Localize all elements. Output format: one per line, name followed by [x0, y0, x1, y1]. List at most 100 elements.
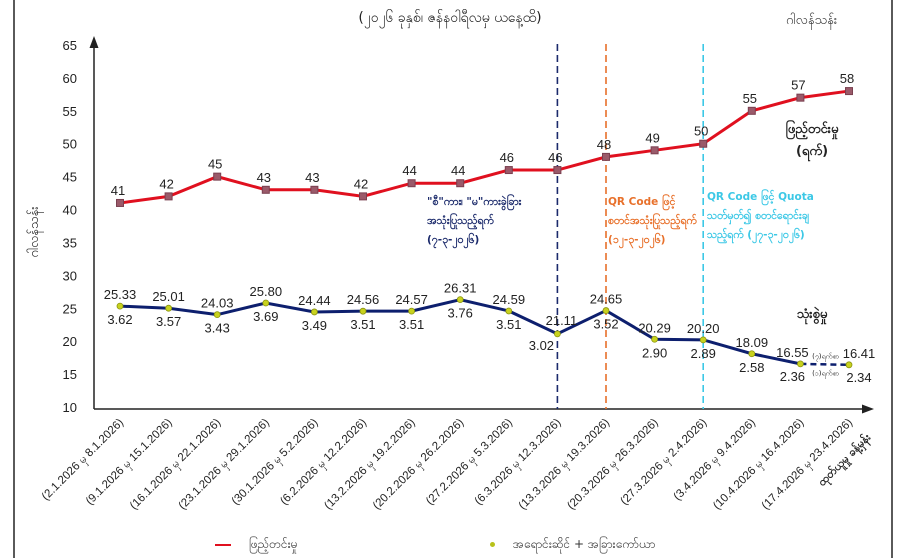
chart-frame [13, 0, 893, 558]
data-label-consumption: 24.03 [201, 296, 234, 311]
data-point-fill [213, 172, 222, 181]
data-label-fill: 44 [402, 163, 416, 178]
data-label-consumption: 16.55 [776, 345, 809, 360]
data-point-fill [650, 146, 659, 155]
data-label-consumption: 24.65 [590, 292, 623, 307]
data-point-fill [310, 185, 319, 194]
y-tick-label: 15 [63, 367, 77, 382]
data-label-consumption: 25.80 [250, 284, 283, 299]
data-label-consumption-secondary: 2.89 [691, 346, 716, 361]
data-label-fill: 58 [840, 71, 854, 86]
data-label-consumption-secondary: 2.36 [780, 369, 805, 384]
annotation-text: သည့်ရက် (၂၇-၃-၂၀၂၆) [706, 228, 805, 244]
data-label-consumption: 18.09 [736, 335, 769, 350]
data-label-consumption: 24.59 [493, 292, 526, 307]
data-label-fill: 50 [694, 124, 708, 139]
data-point-fill [164, 192, 173, 201]
data-point-consumption [505, 307, 513, 315]
series-label-fill-sub: (ရက်) [796, 142, 828, 162]
data-label-fill: 55 [743, 91, 757, 106]
legend-item-fill: ဖြည့်တင်းမှု [215, 536, 298, 554]
x-category-label: (30.1.2026 မှ 5.2.2026) [230, 417, 322, 509]
annotation-text: QR Code ဖြင့် [608, 194, 676, 211]
data-label-consumption: 26.31 [444, 281, 477, 296]
data-point-consumption [651, 335, 658, 343]
data-point-fill [261, 185, 270, 194]
unit-label: ဂါလန်သန်း [786, 13, 838, 28]
annotation-text: (၇-၃-၂၀၂၆) [427, 233, 479, 249]
data-label-consumption: 20.20 [687, 321, 720, 336]
data-label-fill: 44 [451, 163, 465, 178]
data-label-fill: 43 [257, 170, 271, 185]
data-label-consumption-secondary: 3.51 [399, 317, 424, 332]
x-category-label: (9.1.2026 မှ 15.1.2026) [84, 417, 176, 509]
series-label-consumption: သုံးစွဲမှု [797, 307, 828, 325]
annotation-text: သတ်မှတ်၍ စတင်ရောင်းချ [706, 209, 810, 225]
annotation-text: (၁၂-၃-၂၀၂၆) [608, 233, 665, 249]
data-label-consumption-secondary: 3.52 [593, 317, 618, 332]
x-category-label: (27.2.2026 မှ 5.3.2026) [424, 417, 516, 509]
data-label-consumption-secondary: 3.76 [448, 306, 473, 321]
x-category-label: (3.4.2026 မှ 9.4.2026) [672, 417, 760, 505]
data-label-fill: 41 [111, 183, 125, 198]
note-seven-day: (၇)ရက်စာ [812, 352, 839, 361]
data-point-fill [116, 198, 124, 207]
data-label-consumption-secondary: 2.58 [739, 360, 764, 375]
x-category-label: (23.1.2026 မှ 29.1.2026) [176, 417, 273, 514]
data-point-consumption [602, 307, 610, 314]
annotation-text: "စီ"ကား၊ "မ"ကားခွဲခြား [427, 194, 522, 211]
data-label-consumption-secondary: 2.90 [642, 345, 667, 360]
data-label-consumption-secondary: 3.43 [205, 321, 230, 336]
y-tick-label: 45 [63, 170, 77, 185]
data-label-fill: 42 [159, 176, 173, 191]
data-point-consumption [748, 350, 756, 358]
legend-marker-square-icon [215, 543, 231, 546]
series-line-fill [119, 89, 850, 205]
data-label-consumption-secondary: 3.49 [302, 318, 327, 333]
data-label-consumption-secondary: 3.62 [107, 312, 132, 327]
data-label-consumption: 21.11 [546, 313, 578, 328]
data-label-consumption-secondary: 3.51 [496, 317, 521, 332]
x-category-label: (13.2.2026 မှ 19.2.2026) [322, 417, 419, 514]
data-label-consumption: 25.01 [152, 289, 185, 304]
data-label-consumption: 25.33 [104, 287, 137, 302]
legend-marker-dot-icon [490, 542, 495, 547]
data-label-consumption: 24.44 [298, 293, 331, 308]
data-point-fill [747, 106, 756, 115]
data-label-consumption: 20.29 [638, 320, 671, 335]
data-label-consumption-secondary: 3.69 [253, 309, 278, 324]
data-label-fill: 43 [305, 170, 319, 185]
x-category-label: (20.3.2026 မှ 26.3.2026) [565, 417, 662, 514]
y-axis-title: ဂါလန်သန်း [26, 206, 44, 257]
data-point-consumption [213, 311, 221, 319]
series-label-fill: ဖြည့်တင်းမှု [786, 119, 839, 140]
y-tick-label: 35 [63, 235, 77, 250]
data-point-consumption [699, 336, 707, 344]
legend-label-fill: ဖြည့်တင်းမှု [248, 537, 298, 551]
annotation-text: QR Code ဖြင့် Quota [707, 189, 814, 206]
data-point-fill [796, 93, 805, 102]
y-tick-label: 10 [63, 400, 77, 415]
legend-item-consumption: အရောင်းဆိုင် + အခြားကော်ယာ [490, 536, 655, 554]
x-category-label: (2.1.2026 မှ 8.1.2026) [40, 417, 128, 505]
data-point-consumption [456, 296, 464, 304]
data-label-fill: 42 [354, 176, 368, 191]
x-category-label: (27.3.2026 မှ 2.4.2026) [618, 417, 710, 509]
y-tick-label: 55 [63, 104, 77, 119]
data-label-consumption-secondary: 3.57 [156, 314, 181, 329]
data-label-fill: 46 [500, 150, 514, 165]
data-label-fill: 49 [645, 130, 659, 145]
data-label-consumption-secondary: 2.34 [846, 370, 871, 385]
y-tick-label: 30 [63, 268, 77, 283]
y-tick-label: 65 [63, 38, 77, 53]
data-point-consumption [797, 360, 804, 368]
data-point-fill [699, 139, 708, 148]
data-point-fill [553, 166, 562, 175]
x-category-label: (6.3.2026 မှ 12.3.2026) [473, 417, 565, 509]
y-tick-label: 60 [63, 71, 77, 86]
x-category-label: (13.3.2026 မှ 19.3.2026) [517, 417, 614, 514]
data-point-consumption [845, 361, 853, 369]
data-point-fill [845, 87, 853, 96]
data-point-fill [602, 152, 610, 161]
y-tick-label: 20 [63, 334, 77, 349]
